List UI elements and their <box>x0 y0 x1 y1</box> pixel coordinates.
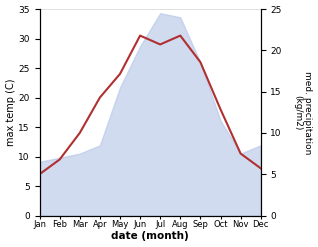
Y-axis label: max temp (C): max temp (C) <box>5 79 16 146</box>
X-axis label: date (month): date (month) <box>111 231 189 242</box>
Y-axis label: med. precipitation
(kg/m2): med. precipitation (kg/m2) <box>293 71 313 154</box>
